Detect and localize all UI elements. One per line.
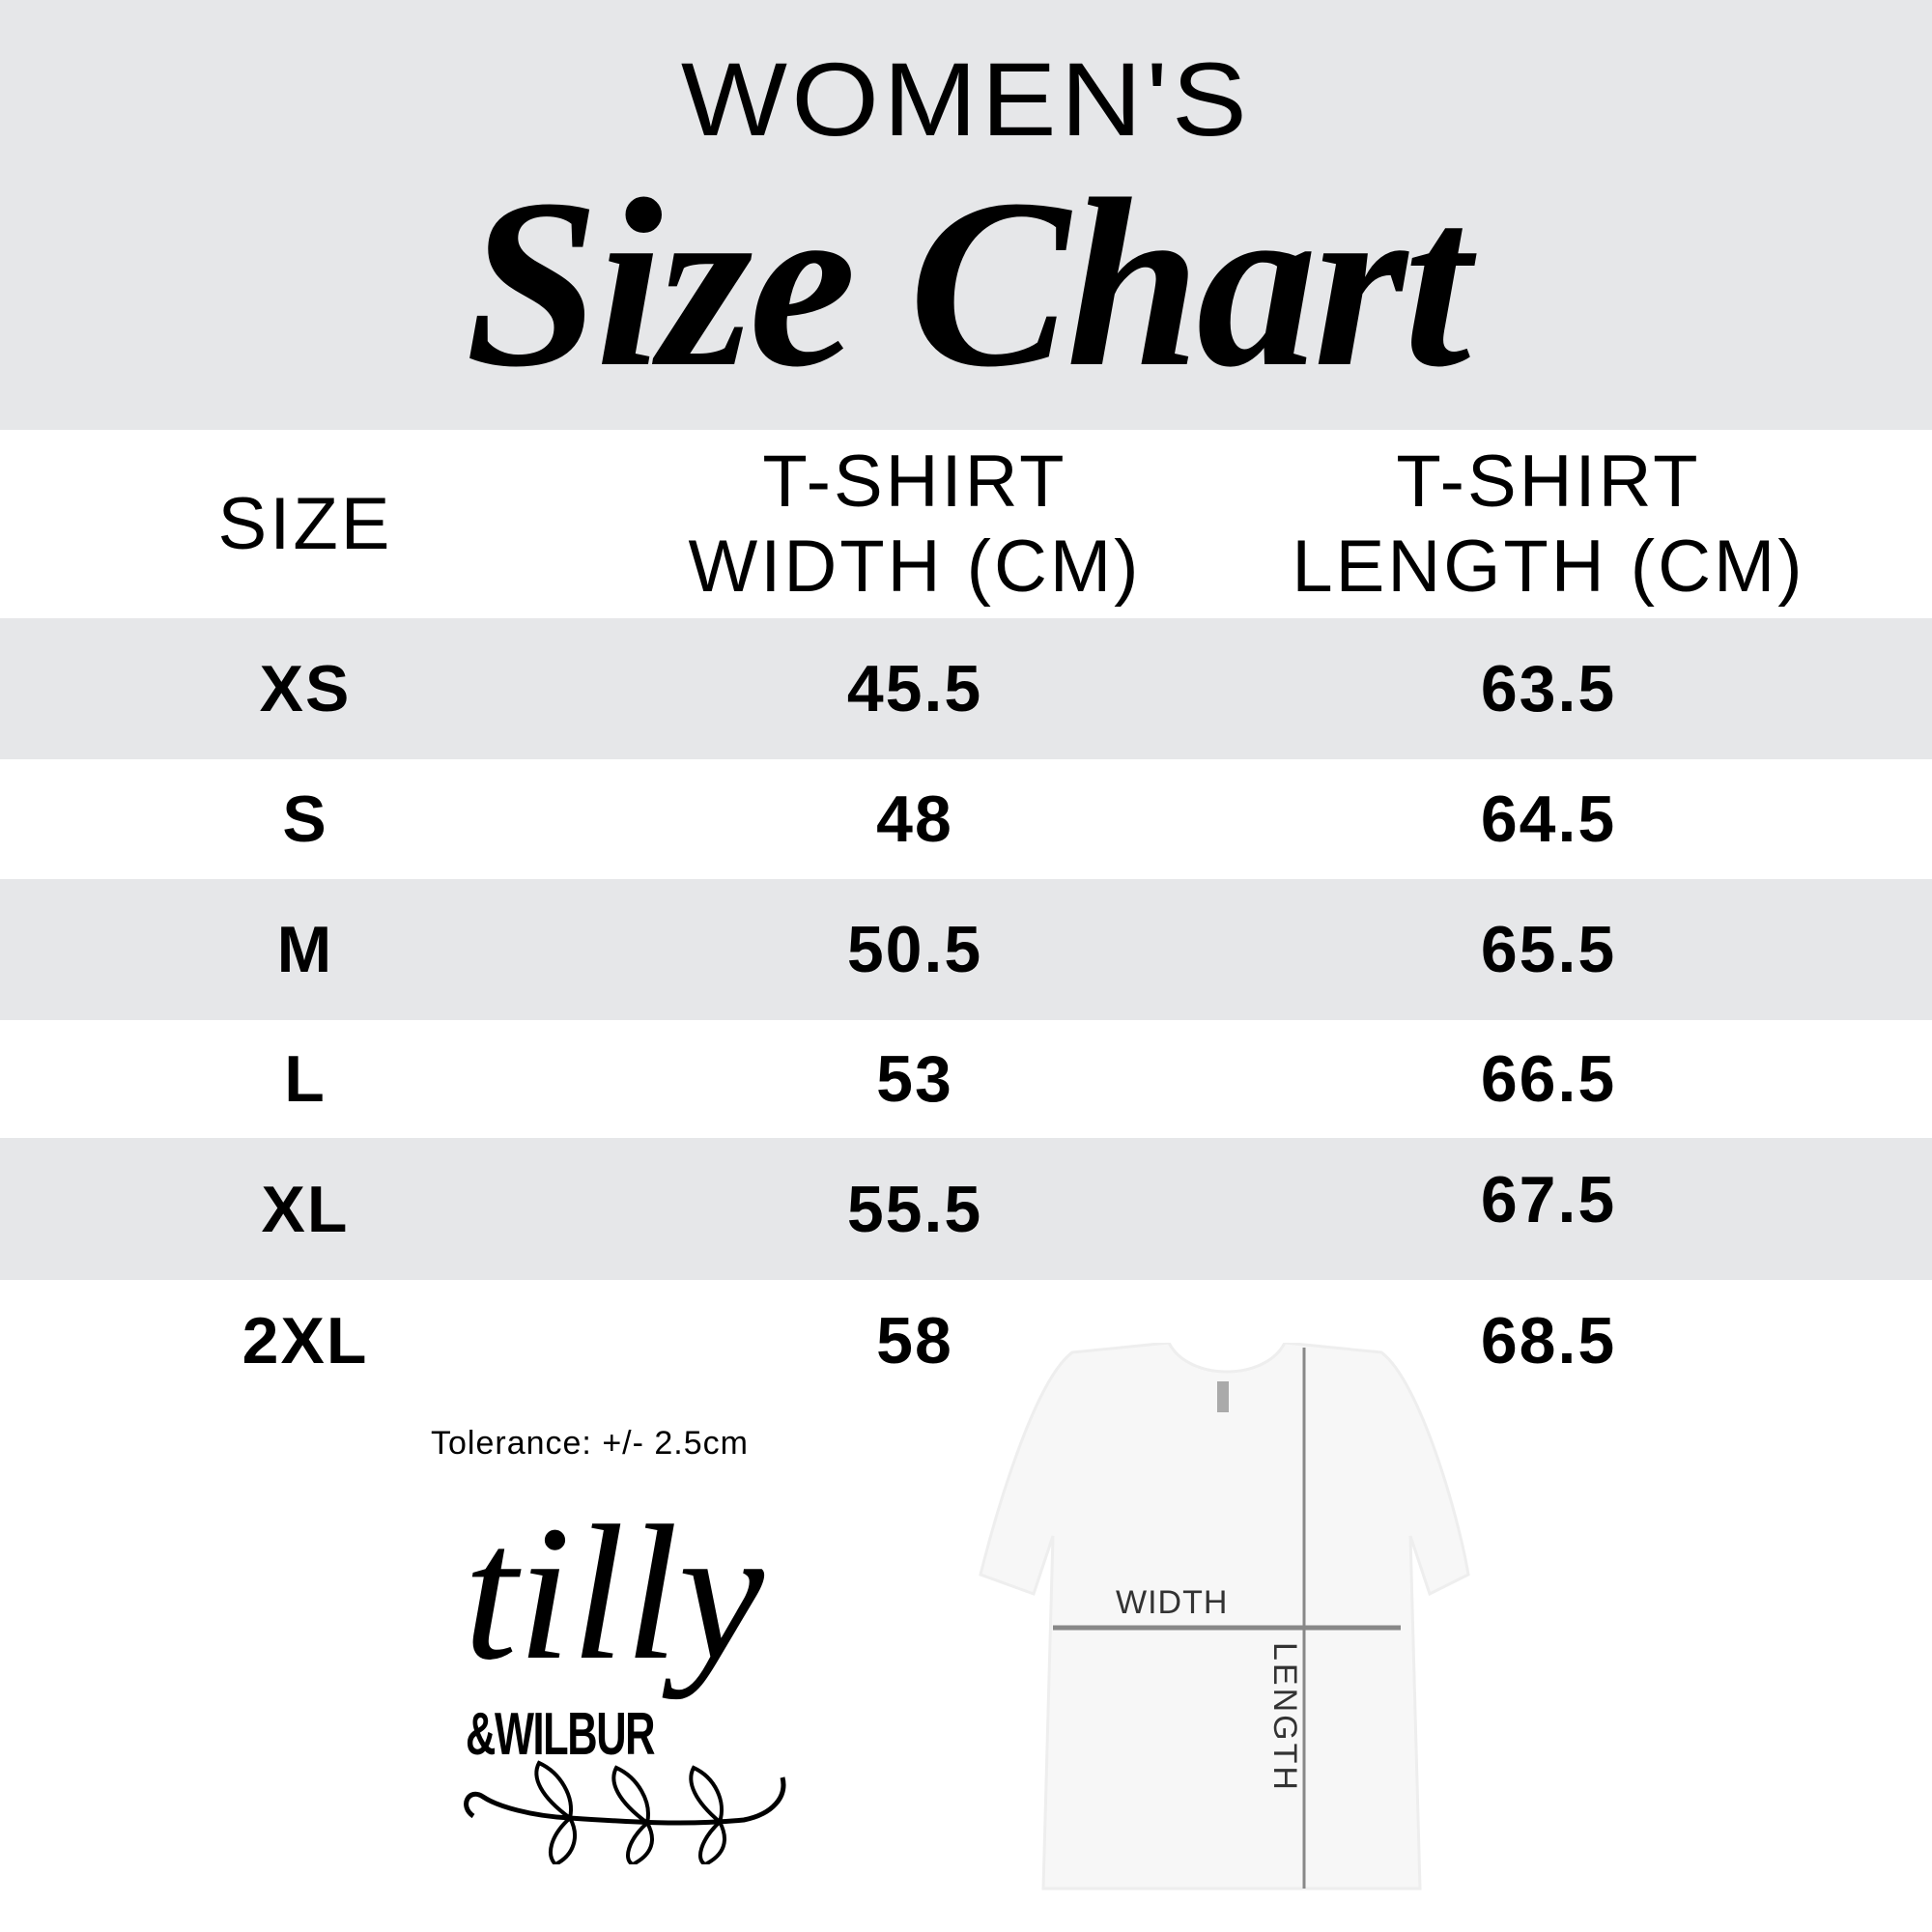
tolerance-note: Tolerance: +/- 2.5cm [431, 1425, 749, 1462]
subtitle: WOMEN'S [680, 41, 1252, 157]
tshirt-icon [979, 1341, 1470, 1890]
length-label: LENGTH [1266, 1642, 1303, 1793]
size-cell: 2XL [242, 1303, 369, 1378]
size-cell: M [276, 913, 334, 986]
table-row: M 50.5 65.5 [0, 879, 1932, 1020]
column-header-length: T-SHIRT LENGTH (CM) [1259, 430, 1838, 618]
length-cell: 67.5 [1480, 1162, 1617, 1236]
header-line: T-SHIRT [762, 440, 1067, 523]
width-cell: 55.5 [846, 1172, 983, 1246]
header-band: WOMEN'S Size Chart [0, 0, 1932, 430]
logo-text-wilbur: &WILBUR [466, 1701, 656, 1768]
width-cell: 58 [876, 1303, 953, 1378]
length-cell: 68.5 [1480, 1303, 1617, 1378]
table-row: XL 55.5 67.5 [0, 1138, 1932, 1280]
table-row: L 53 66.5 [0, 1020, 1932, 1138]
size-cell: S [282, 782, 328, 856]
length-cell: 63.5 [1480, 652, 1617, 725]
header-line: LENGTH (CM) [1292, 525, 1805, 608]
brand-logo: tilly &WILBUR [454, 1497, 802, 1864]
width-cell: 53 [876, 1042, 953, 1116]
table-row: 2XL 58 68.5 [0, 1280, 1932, 1401]
size-cell: L [284, 1042, 327, 1116]
size-cell: XL [261, 1172, 350, 1246]
logo-text-tilly: tilly [464, 1487, 765, 1700]
table-header: SIZE T-SHIRT WIDTH (CM) T-SHIRT LENGTH (CM… [0, 430, 1932, 618]
page-title: Size Chart [465, 150, 1471, 417]
header-line: WIDTH (CM) [688, 525, 1142, 608]
leaf-sprig-icon [464, 1760, 786, 1864]
length-cell: 66.5 [1480, 1042, 1617, 1116]
width-cell: 50.5 [846, 913, 983, 986]
table-row: XS 45.5 63.5 [0, 618, 1932, 759]
length-cell: 64.5 [1480, 782, 1617, 856]
tshirt-diagram: WIDTH LENGTH [976, 1341, 1478, 1893]
width-label: WIDTH [1116, 1584, 1229, 1621]
table-row: S 48 64.5 [0, 759, 1932, 879]
width-cell: 48 [876, 782, 953, 856]
size-cell: XS [259, 652, 352, 725]
length-cell: 65.5 [1480, 913, 1617, 986]
column-header-size: SIZE [217, 482, 393, 565]
width-cell: 45.5 [846, 652, 983, 725]
header-line: T-SHIRT [1396, 440, 1701, 523]
column-header-width: T-SHIRT WIDTH (CM) [673, 430, 1156, 618]
